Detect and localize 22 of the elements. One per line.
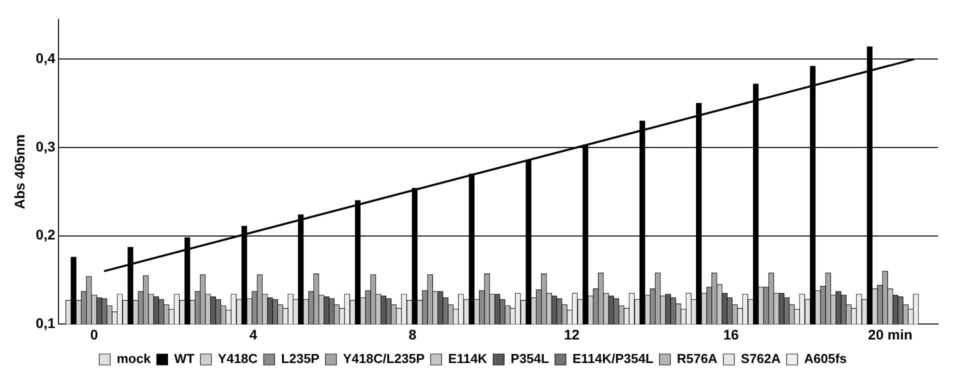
y-tick-label: 0,1 xyxy=(36,315,56,332)
legend-label: Y418C xyxy=(218,351,258,366)
legend-label: E114K xyxy=(448,351,488,366)
y-tick-label: 0,2 xyxy=(36,226,56,243)
legend-label: P354L xyxy=(510,351,550,366)
y-tick-label: 0,4 xyxy=(36,50,56,66)
legend-label: R576A xyxy=(676,351,718,366)
x-tick-label: 0 xyxy=(90,326,98,342)
x-tick-label: 20 min xyxy=(868,326,912,342)
x-tick-label: 16 xyxy=(723,326,739,342)
x-tick-label: 12 xyxy=(564,326,580,342)
legend-label: WT xyxy=(174,351,194,366)
y-tick-label: 0,3 xyxy=(36,138,56,154)
legend-label: S762A xyxy=(740,351,782,366)
x-tick-label: 8 xyxy=(408,326,417,342)
legend-label: A605fs xyxy=(804,351,847,366)
legend-label: Y418C/L235P xyxy=(342,351,425,366)
y-axis-title: Abs 405nm xyxy=(11,134,28,210)
legend-label: L235P xyxy=(281,351,320,366)
legend-label: mock xyxy=(116,351,152,366)
legend-label: E114K/P354L xyxy=(572,351,654,366)
x-tick-label: 4 xyxy=(249,326,258,342)
